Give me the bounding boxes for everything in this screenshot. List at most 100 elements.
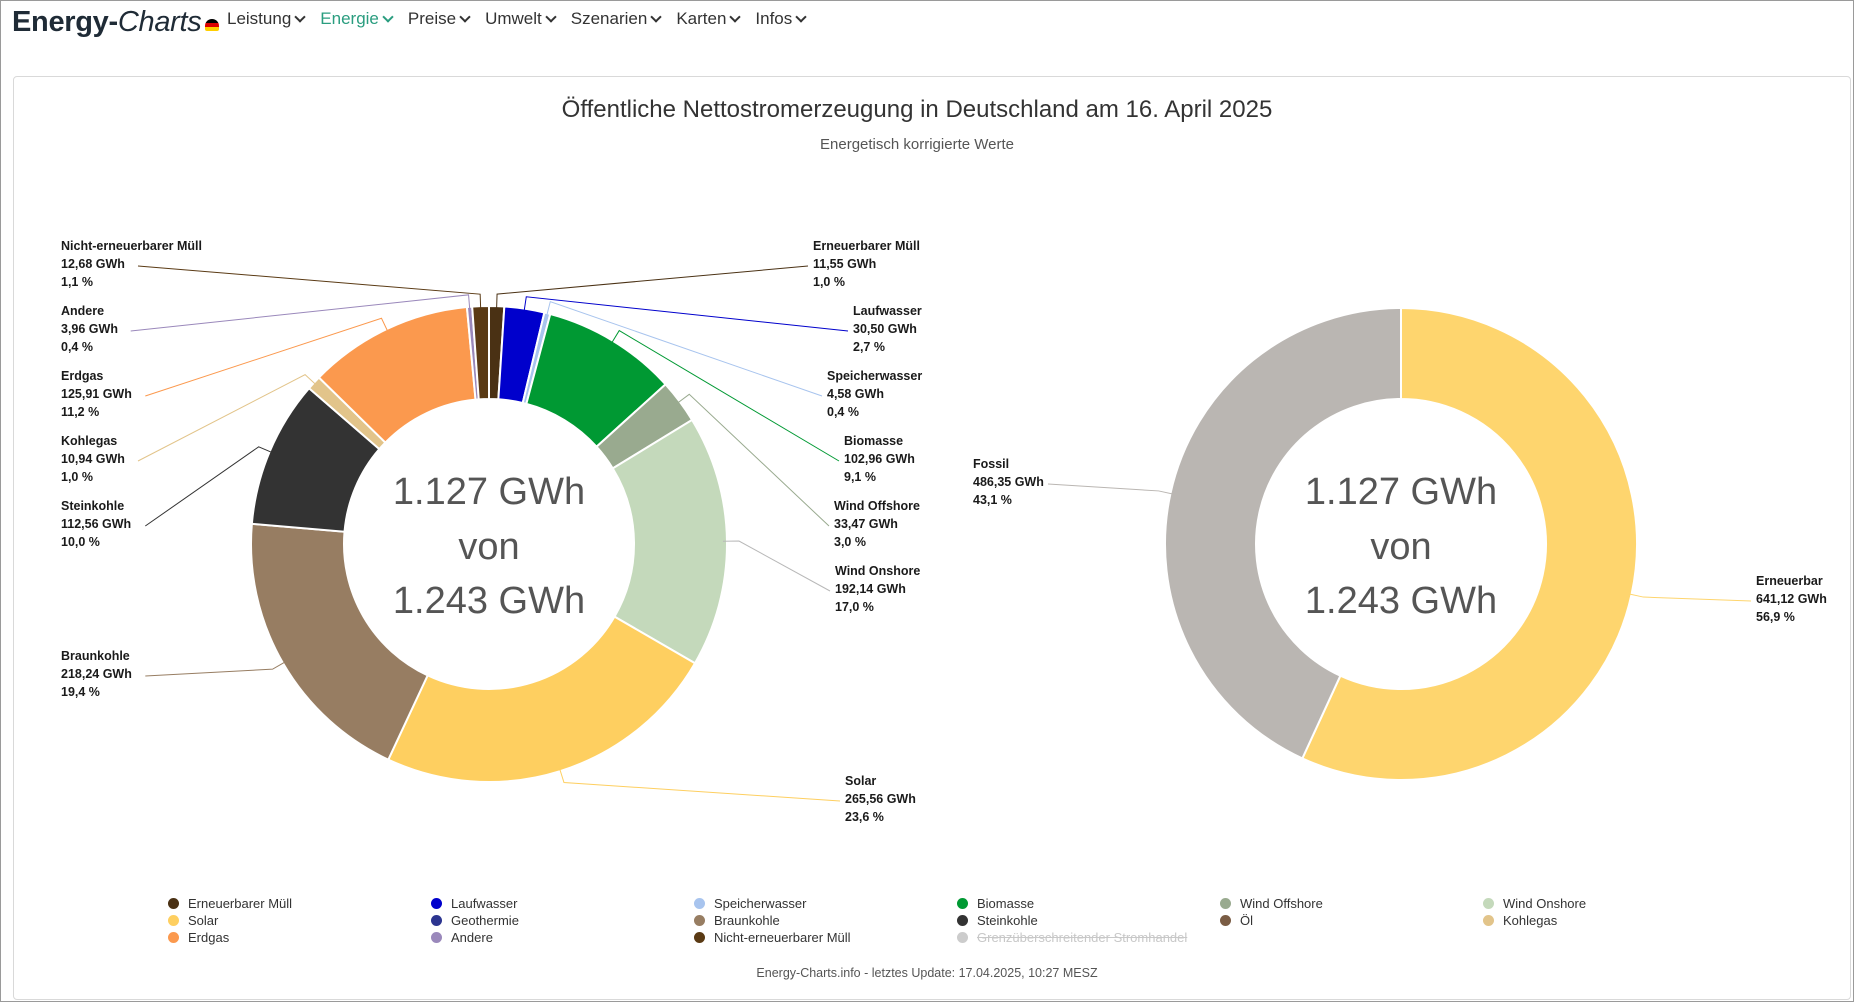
center-text-line: 1.243 GWh bbox=[393, 580, 585, 622]
legend-item[interactable]: Speicherwasser bbox=[694, 896, 957, 911]
legend-label: Öl bbox=[1240, 913, 1253, 928]
slice-label-value: 11,55 GWh bbox=[813, 257, 876, 271]
legend-label: Kohlegas bbox=[1503, 913, 1558, 928]
slice-label-percent: 0,4 % bbox=[827, 405, 859, 419]
legend-item[interactable]: Braunkohle bbox=[694, 913, 957, 928]
legend-item[interactable]: Andere bbox=[431, 930, 694, 945]
chart-legend: Erneuerbarer Müll Laufwasser Speicherwasse… bbox=[168, 896, 1768, 945]
legend-swatch-icon bbox=[431, 915, 442, 926]
legend-label: Wind Onshore bbox=[1503, 896, 1587, 911]
legend-label: Grenzüberschreitender Stromhandel bbox=[977, 930, 1188, 945]
slice-label-value: 265,56 GWh bbox=[845, 792, 916, 806]
legend-swatch-icon bbox=[1220, 898, 1231, 909]
nav-label: Energie bbox=[320, 9, 379, 28]
legend-swatch-icon bbox=[1483, 898, 1494, 909]
slice-label-percent: 56,9 % bbox=[1756, 610, 1795, 624]
label-connector bbox=[1047, 483, 1175, 495]
legend-swatch-icon bbox=[957, 932, 968, 943]
legend-item[interactable]: Geothermie bbox=[431, 913, 694, 928]
label-connector bbox=[137, 374, 318, 462]
slice-label-percent: 23,6 % bbox=[845, 810, 884, 824]
legend-item[interactable]: Öl bbox=[1220, 913, 1483, 928]
legend-label: Braunkohle bbox=[714, 913, 780, 928]
slice-label-percent: 1,0 % bbox=[813, 275, 845, 289]
nav-label: Karten bbox=[676, 9, 727, 28]
legend-item[interactable]: Wind Onshore bbox=[1483, 896, 1746, 911]
chart-title: Öffentliche Nettostromerzeugung in Deuts… bbox=[561, 96, 1273, 123]
slice-label-name: Steinkohle bbox=[61, 499, 124, 513]
legend-swatch-icon bbox=[694, 932, 705, 943]
slice-label-value: 30,50 GWh bbox=[853, 322, 917, 336]
nav-leistung[interactable]: Leistung bbox=[227, 9, 306, 29]
nav-label: Infos bbox=[755, 9, 793, 28]
slice-label-percent: 2,7 % bbox=[853, 340, 885, 354]
legend-swatch-icon bbox=[957, 915, 968, 926]
slice-label-name: Erneuerbarer Müll bbox=[813, 239, 920, 253]
legend-label: Wind Offshore bbox=[1240, 896, 1323, 911]
donut-chart-2: Erneuerbar 641,12 GWh 56,9 % Fossil 486,35 G… bbox=[973, 306, 1827, 781]
slice-label-percent: 17,0 % bbox=[835, 600, 874, 614]
top-navigation: Energy-Charts Leistung Energie Preise Umwel… bbox=[0, 0, 1854, 46]
slice-label-value: 192,14 GWh bbox=[835, 582, 906, 596]
label-connector bbox=[145, 446, 274, 527]
legend-item[interactable]: Wind Offshore bbox=[1220, 896, 1483, 911]
nav-energie[interactable]: Energie bbox=[320, 9, 394, 29]
slice-label-percent: 43,1 % bbox=[973, 493, 1012, 507]
chart-subtitle: Energetisch korrigierte Werte bbox=[820, 136, 1014, 153]
slice-label-value: 3,96 GWh bbox=[61, 322, 118, 336]
legend-swatch-icon bbox=[1220, 915, 1231, 926]
pie-slice-braunkohle bbox=[250, 522, 429, 761]
legend-item[interactable]: Steinkohle bbox=[957, 913, 1220, 928]
nav-label: Umwelt bbox=[485, 9, 542, 28]
legend-swatch-icon bbox=[431, 898, 442, 909]
brand-logo[interactable]: Energy-Charts bbox=[12, 6, 219, 39]
label-connector bbox=[610, 329, 840, 462]
nav-label: Szenarien bbox=[570, 9, 648, 28]
slice-label-percent: 3,0 % bbox=[834, 535, 866, 549]
label-connector bbox=[545, 300, 823, 397]
center-text-line: 1.243 GWh bbox=[1305, 580, 1497, 622]
slice-label-name: Braunkohle bbox=[61, 649, 130, 663]
legend-item[interactable]: Solar bbox=[168, 913, 431, 928]
legend-item[interactable]: Erneuerbarer Müll bbox=[168, 896, 431, 911]
nav-karten[interactable]: Karten bbox=[676, 9, 742, 29]
nav-szenarien[interactable]: Szenarien bbox=[570, 9, 662, 29]
nav-preise[interactable]: Preise bbox=[407, 9, 471, 29]
center-text-line: von bbox=[458, 526, 519, 568]
nav-label: Leistung bbox=[227, 9, 292, 28]
slice-label-value: 4,58 GWh bbox=[827, 387, 884, 401]
slice-label-value: 218,24 GWh bbox=[61, 667, 132, 681]
legend-item[interactable]: Erdgas bbox=[168, 930, 431, 945]
slice-label-name: Erneuerbar bbox=[1756, 574, 1823, 588]
slice-label-value: 33,47 GWh bbox=[834, 517, 898, 531]
label-connector bbox=[130, 294, 471, 332]
slice-label-value: 112,56 GWh bbox=[61, 517, 131, 531]
legend-label: Steinkohle bbox=[977, 913, 1038, 928]
legend-swatch-icon bbox=[168, 915, 179, 926]
legend-label: Erneuerbarer Müll bbox=[188, 896, 293, 911]
nav-infos[interactable]: Infos bbox=[755, 9, 807, 29]
legend-item[interactable]: Grenzüberschreitender Stromhandel bbox=[957, 930, 1220, 945]
nav-label: Preise bbox=[407, 9, 457, 28]
legend-label: Nicht-erneuerbarer Müll bbox=[714, 930, 851, 945]
legend-item[interactable]: Nicht-erneuerbarer Müll bbox=[694, 930, 957, 945]
label-connector bbox=[145, 317, 389, 397]
legend-item[interactable]: Biomasse bbox=[957, 896, 1220, 911]
slice-label-name: Solar bbox=[845, 774, 876, 788]
legend-swatch-icon bbox=[168, 898, 179, 909]
legend-item[interactable]: Kohlegas bbox=[1483, 913, 1746, 928]
legend-label: Erdgas bbox=[188, 930, 230, 945]
slice-label-percent: 1,0 % bbox=[61, 470, 93, 484]
slice-label-percent: 9,1 % bbox=[844, 470, 876, 484]
slice-label-name: Nicht-erneuerbarer Müll bbox=[61, 239, 202, 253]
slice-label-name: Kohlegas bbox=[61, 434, 117, 448]
nav-umwelt[interactable]: Umwelt bbox=[485, 9, 557, 29]
pie-slice-solar bbox=[386, 615, 697, 783]
slice-label-name: Biomasse bbox=[844, 434, 903, 448]
slice-label-percent: 0,4 % bbox=[61, 340, 93, 354]
center-text-line: 1.127 GWh bbox=[393, 471, 585, 513]
slice-label-value: 102,96 GWh bbox=[844, 452, 915, 466]
legend-item[interactable]: Laufwasser bbox=[431, 896, 694, 911]
slice-label-value: 486,35 GWh bbox=[973, 475, 1044, 489]
center-text-line: 1.127 GWh bbox=[1305, 471, 1497, 513]
